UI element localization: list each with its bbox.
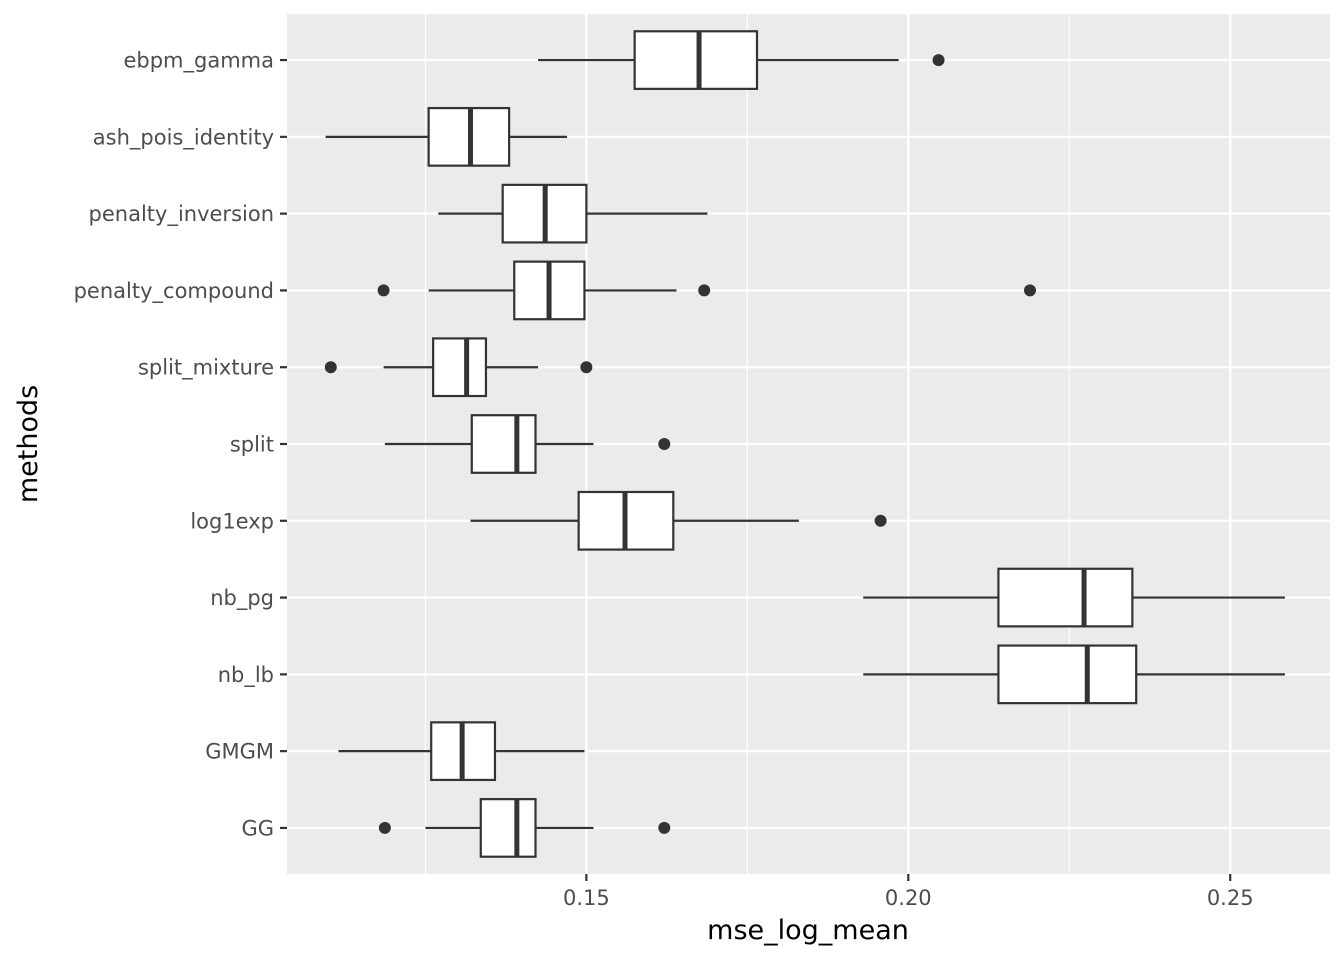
x-tick-label: 0.20 <box>885 886 932 910</box>
iqr-box <box>479 798 537 858</box>
y-tick-label-penalty-inversion: penalty_inversion <box>89 202 274 227</box>
outlier-point <box>658 821 671 834</box>
outlier-point <box>580 361 593 374</box>
box-split <box>384 414 671 474</box>
box-log1exp <box>470 490 887 551</box>
box-penalty-inversion <box>438 183 708 244</box>
box-gg <box>378 798 671 858</box>
iqr-box <box>997 567 1134 628</box>
y-tick-label-ebpm-gamma: ebpm_gamma <box>123 49 274 74</box>
boxes <box>324 30 1285 858</box>
x-tick-label: 0.25 <box>1207 886 1254 910</box>
x-tick-label: 0.15 <box>563 886 610 910</box>
outlier-point <box>324 361 337 374</box>
y-tick-label-penalty-compound: penalty_compound <box>74 279 274 304</box>
outlier-point <box>698 284 711 297</box>
outlier-point <box>378 821 391 834</box>
box-ebpm-gamma <box>538 30 945 90</box>
box-ash-pois-identity <box>325 106 568 167</box>
iqr-box <box>997 644 1138 705</box>
y-tick-label-gmgm: GMGM <box>205 740 274 764</box>
y-tick-label-ash-pois-identity: ash_pois_identity <box>93 125 274 150</box>
iqr-box <box>633 30 759 90</box>
iqr-box <box>432 337 488 398</box>
outlier-point <box>874 514 887 527</box>
outlier-point <box>658 438 671 450</box>
box-nb-lb <box>863 644 1285 705</box>
y-tick-label-gg: GG <box>241 816 274 840</box>
box-split-mixture <box>324 337 593 398</box>
y-tick-label-nb-pg: nb_pg <box>210 586 274 611</box>
y-tick-label-log1exp: log1exp <box>190 509 274 533</box>
box-gmgm <box>338 721 585 782</box>
outlier-point <box>1023 284 1036 297</box>
y-tick-label-split: split <box>230 433 274 457</box>
y-tick-label-split-mixture: split_mixture <box>138 356 274 381</box>
iqr-box <box>470 414 537 474</box>
box-penalty-compound <box>377 260 1036 321</box>
y-tick-label-nb-lb: nb_lb <box>218 663 274 688</box>
y-axis-title: methods <box>13 385 44 503</box>
box-nb-pg <box>863 567 1285 628</box>
x-axis-title: mse_log_mean <box>707 915 909 946</box>
outlier-point <box>377 284 390 297</box>
axes: ebpm_gamma ash_pois_identity penalty_inver… <box>74 49 1254 910</box>
outlier-point <box>932 54 945 67</box>
